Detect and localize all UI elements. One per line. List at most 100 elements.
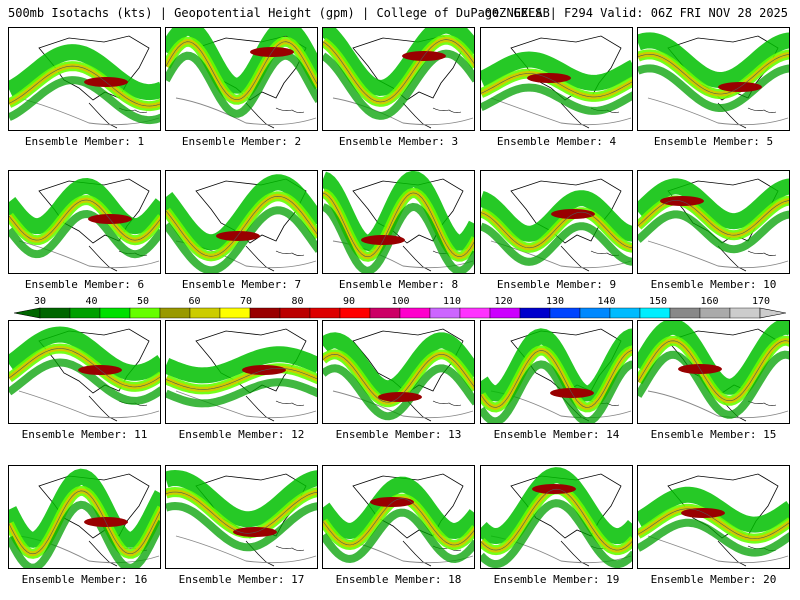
jet-band-outer bbox=[9, 326, 160, 381]
height-contour bbox=[166, 195, 317, 257]
ensemble-member-map bbox=[480, 465, 633, 569]
height-contour bbox=[638, 508, 789, 539]
jet-band-lower bbox=[481, 222, 632, 266]
map-canvas bbox=[481, 466, 632, 568]
jet-band-lower bbox=[323, 49, 474, 120]
jet-band-outer bbox=[9, 468, 160, 548]
colorbar-swatch bbox=[279, 307, 311, 319]
jet-band-lower bbox=[9, 209, 160, 259]
colorbar-swatch bbox=[189, 307, 221, 319]
colorbar-swatch bbox=[579, 307, 611, 319]
map-canvas bbox=[166, 466, 317, 568]
jet-band-outer bbox=[638, 178, 789, 230]
colorbar-swatch bbox=[159, 307, 191, 319]
ensemble-member-map bbox=[637, 320, 790, 424]
island-chain bbox=[747, 107, 777, 113]
ensemble-member-label: Ensemble Member: 6 bbox=[24, 278, 145, 291]
colorbar-swatch bbox=[549, 307, 581, 319]
colorbar-tick-label: 120 bbox=[494, 296, 513, 307]
coastline bbox=[402, 102, 432, 129]
colorbar-swatch bbox=[729, 307, 761, 319]
height-contour bbox=[490, 97, 632, 126]
ensemble-member-map bbox=[480, 320, 633, 424]
colorbar-swatch bbox=[699, 307, 731, 319]
height-contour bbox=[9, 65, 160, 107]
jet-streak bbox=[532, 484, 576, 494]
jet-streak bbox=[216, 231, 260, 241]
jet-band-lower bbox=[166, 501, 317, 552]
colorbar-swatch bbox=[339, 307, 371, 319]
coastline bbox=[245, 395, 275, 422]
height-contour bbox=[9, 199, 160, 241]
coastline bbox=[88, 395, 118, 422]
jet-streak bbox=[370, 497, 414, 507]
map-canvas bbox=[638, 28, 789, 130]
height-contour bbox=[9, 490, 160, 555]
ensemble-member-map bbox=[8, 320, 161, 424]
height-contour bbox=[647, 535, 789, 564]
coastline bbox=[88, 540, 118, 567]
height-contour bbox=[18, 390, 160, 419]
map-canvas bbox=[9, 466, 160, 568]
ensemble-member-label: Ensemble Member: 3 bbox=[338, 135, 459, 148]
map-canvas bbox=[166, 28, 317, 130]
ensemble-member-label: Ensemble Member: 5 bbox=[653, 135, 774, 148]
jet-streak bbox=[527, 73, 571, 83]
jet-band-lower bbox=[638, 350, 789, 419]
coastline bbox=[88, 102, 118, 129]
colorbar-swatch bbox=[99, 307, 131, 319]
ensemble-member-map bbox=[637, 27, 790, 131]
island-chain bbox=[432, 107, 462, 113]
height-contour bbox=[175, 390, 317, 419]
height-contour bbox=[481, 211, 632, 249]
coastline bbox=[88, 245, 118, 272]
ensemble-member-map bbox=[637, 170, 790, 274]
isotach-colorbar bbox=[14, 307, 786, 319]
header-valid-time: 00Z GEFS | F294 Valid: 06Z FRI NOV 28 20… bbox=[484, 6, 788, 20]
island-chain bbox=[747, 400, 777, 406]
ensemble-member-label: Ensemble Member: 14 bbox=[493, 428, 620, 441]
map-canvas bbox=[481, 321, 632, 423]
ensemble-member-map bbox=[637, 465, 790, 569]
jet-band-outer bbox=[323, 476, 474, 540]
jet-streak bbox=[233, 527, 277, 537]
jet-band-outer bbox=[166, 346, 317, 384]
colorbar-swatch bbox=[429, 307, 461, 319]
jet-band-outer bbox=[481, 51, 632, 91]
map-canvas bbox=[323, 28, 474, 130]
map-canvas bbox=[481, 28, 632, 130]
colorbar-swatch bbox=[669, 307, 701, 319]
jet-band-outer bbox=[9, 44, 160, 101]
ensemble-member-map bbox=[322, 170, 475, 274]
jet-band-outer bbox=[481, 467, 632, 545]
height-contour bbox=[647, 390, 789, 419]
ensemble-member-map bbox=[480, 27, 633, 131]
ensemble-member-map bbox=[480, 170, 633, 274]
jet-band-outer bbox=[323, 28, 474, 96]
coastline bbox=[717, 245, 747, 272]
ensemble-member-label: Ensemble Member: 16 bbox=[21, 573, 148, 586]
colorbar-tick-label: 50 bbox=[136, 296, 150, 307]
ensemble-member-label: Ensemble Member: 12 bbox=[178, 428, 305, 441]
jet-band-outer bbox=[9, 177, 160, 235]
ensemble-member-label: Ensemble Member: 1 bbox=[24, 135, 145, 148]
colorbar-swatch bbox=[489, 307, 521, 319]
ensemble-member-label: Ensemble Member: 4 bbox=[496, 135, 617, 148]
jet-streak bbox=[378, 392, 422, 402]
ensemble-member-map bbox=[322, 465, 475, 569]
colorbar-tick-label: 70 bbox=[239, 296, 253, 307]
coastline bbox=[402, 540, 432, 567]
ensemble-member-map bbox=[8, 465, 161, 569]
jet-band-outer bbox=[638, 32, 789, 88]
ensemble-member-label: Ensemble Member: 17 bbox=[178, 573, 305, 586]
jet-band-outer bbox=[166, 174, 317, 251]
map-canvas bbox=[638, 171, 789, 273]
jet-band-outer bbox=[166, 469, 317, 528]
height-contour bbox=[638, 54, 789, 95]
height-contour bbox=[481, 73, 632, 98]
jet-band-lower bbox=[9, 500, 160, 568]
colorbar-tick-label: 170 bbox=[751, 296, 771, 307]
colorbar-arrow-left bbox=[14, 307, 41, 319]
jet-band-lower bbox=[323, 364, 474, 421]
height-contour bbox=[481, 488, 632, 551]
